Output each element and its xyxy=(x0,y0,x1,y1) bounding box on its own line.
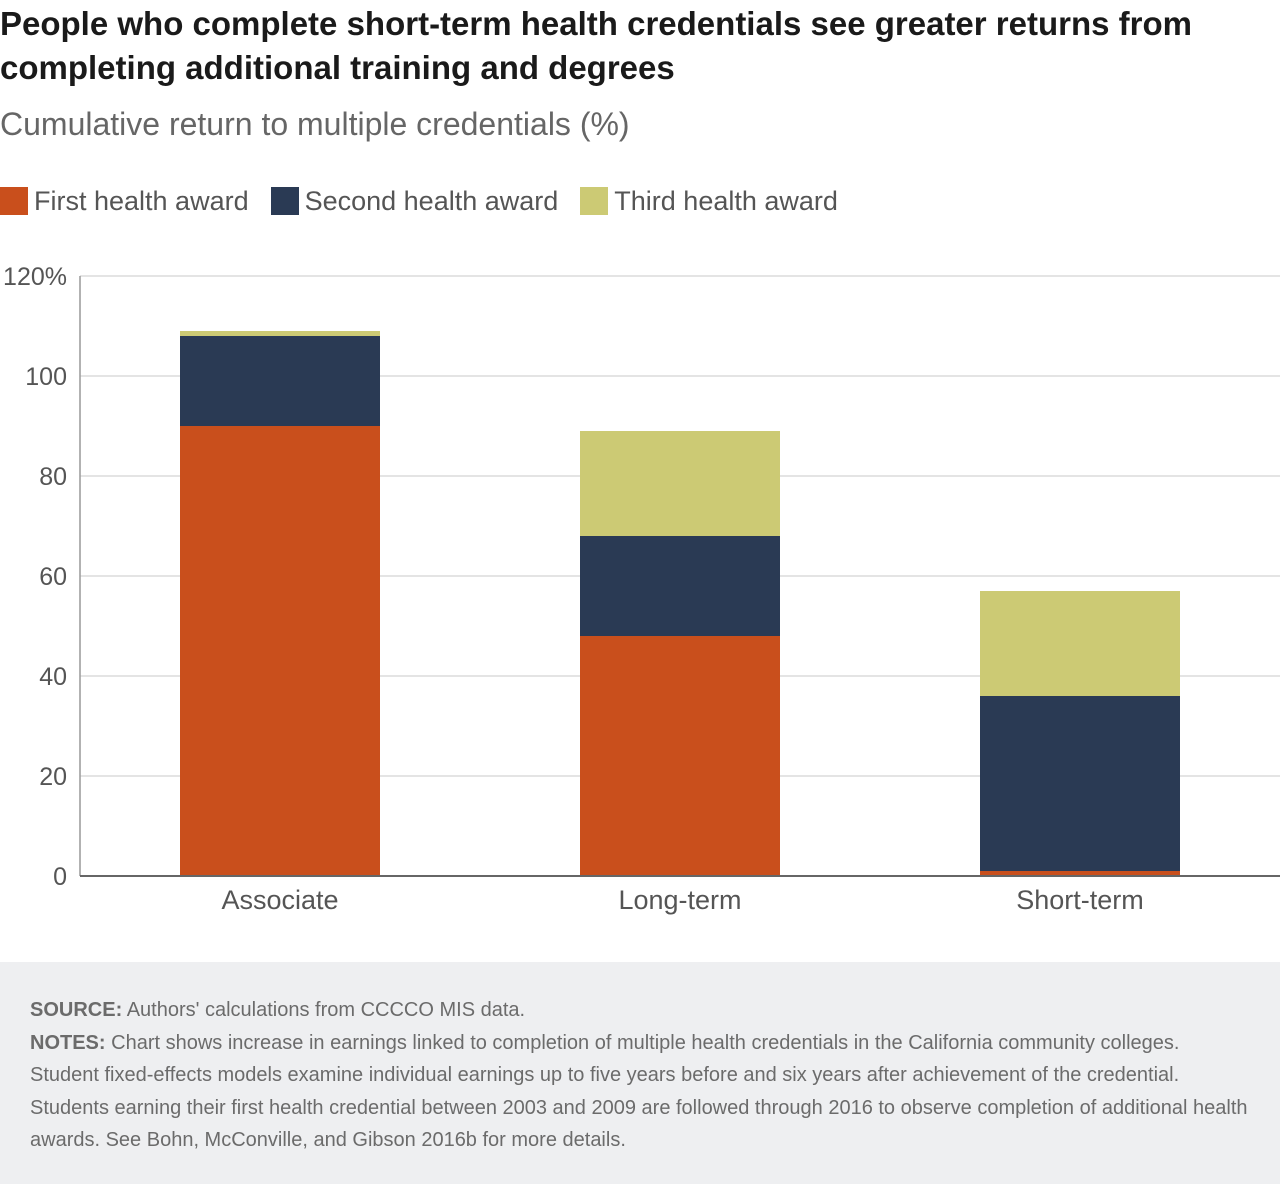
x-tick-label-long-term: Long-term xyxy=(618,885,741,915)
legend-label-first: First health award xyxy=(34,185,249,216)
notes-label: NOTES: xyxy=(30,1031,106,1054)
stacked-bar-chart: 0 20 40 60 80 100 120% Associate Long-term Short-… xyxy=(3,263,1280,915)
legend: First health award Second health award T… xyxy=(0,184,860,218)
bar-short-term-series-3 xyxy=(980,591,1180,696)
legend-swatch-third xyxy=(580,187,609,215)
legend-item-second: Second health award xyxy=(270,185,559,217)
legend-label-third: Third health award xyxy=(614,185,838,216)
legend-item-third: Third health award xyxy=(580,186,838,217)
source-line: SOURCE: Authors' calculations from CCCCO… xyxy=(30,994,1250,1027)
bar-long-term-series-1 xyxy=(580,636,780,876)
y-tick-label-80: 80 xyxy=(39,463,67,491)
y-tick-label-0: 0 xyxy=(53,863,67,891)
chart-title: People who complete short-term health cr… xyxy=(0,5,1192,86)
legend-label-second: Second health award xyxy=(304,185,559,216)
y-tick-label-20: 20 xyxy=(39,763,67,791)
x-tick-label-associate: Associate xyxy=(221,885,338,915)
x-tick-label-short-term: Short-term xyxy=(1016,885,1144,915)
bar-long-term-series-2 xyxy=(580,536,780,636)
bar-short-term-series-2 xyxy=(980,696,1180,871)
bar-short-term-series-1 xyxy=(980,871,1180,876)
source-text: Authors' calculations from CCCCO MIS dat… xyxy=(126,999,526,1021)
bar-associate-series-1 xyxy=(180,426,380,876)
bar-associate-series-2 xyxy=(180,336,380,426)
y-tick-label-60: 60 xyxy=(39,563,67,591)
source-label: SOURCE: xyxy=(30,999,123,1021)
chart-subtitle: Cumulative return to multiple credential… xyxy=(0,106,630,142)
chart-footer: SOURCE: Authors' calculations from CCCCO… xyxy=(0,962,1280,1184)
legend-swatch-first xyxy=(0,187,28,215)
y-tick-label-40: 40 xyxy=(39,663,67,691)
bar-associate-series-3 xyxy=(180,331,380,336)
bar-long-term-series-3 xyxy=(580,431,780,536)
legend-swatch-second xyxy=(270,187,299,215)
y-tick-label-120: 120% xyxy=(3,263,67,291)
notes-line: NOTES: Chart shows increase in earnings … xyxy=(30,1027,1250,1157)
y-tick-label-100: 100 xyxy=(25,363,67,391)
legend-item-first: First health award xyxy=(0,186,249,217)
notes-text: Chart shows increase in earnings linked … xyxy=(30,1031,1248,1152)
